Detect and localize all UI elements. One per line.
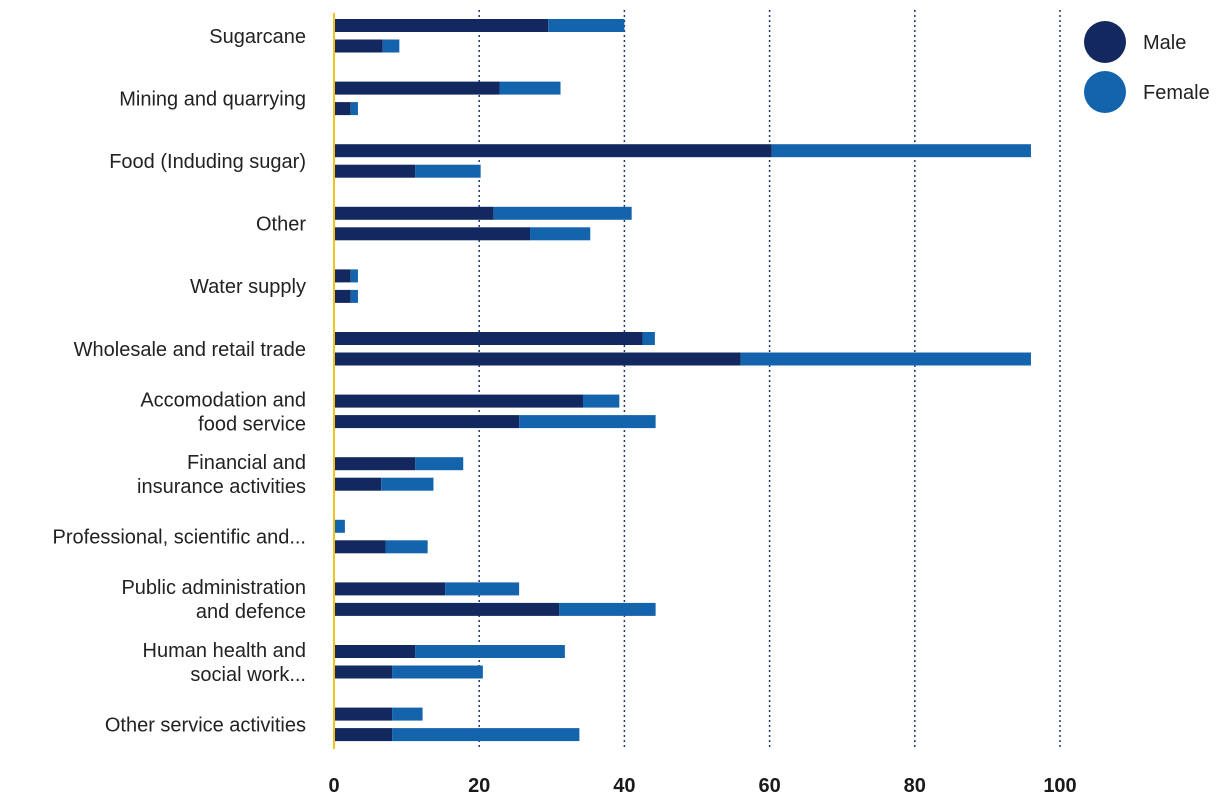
bar-male — [334, 227, 531, 241]
category-label: Other service activities — [105, 714, 306, 736]
bar-female — [445, 582, 520, 596]
bar-female — [381, 477, 434, 491]
x-tick-label: 60 — [758, 775, 780, 797]
bar-male — [334, 645, 416, 658]
bar-male — [334, 39, 383, 53]
bar-female — [392, 665, 483, 679]
category-label: insurance activities — [137, 476, 306, 498]
bar-male — [334, 540, 386, 554]
bar-male — [334, 728, 393, 742]
category-label: Wholesale and retail trade — [74, 339, 306, 361]
bar-male — [334, 582, 446, 596]
bar-female — [415, 645, 565, 658]
legend-swatch-male — [1084, 21, 1126, 63]
category-label: and defence — [196, 601, 306, 623]
bar-female — [548, 19, 625, 32]
bar-female — [559, 602, 656, 616]
category-label: Financial and — [187, 452, 306, 474]
x-tick-label: 80 — [904, 775, 926, 797]
legend-label-female: Female — [1143, 82, 1210, 104]
bar-male — [334, 102, 351, 116]
bar-female — [740, 352, 1031, 366]
bar-female — [392, 707, 423, 721]
bar-female — [493, 206, 632, 220]
bar-female — [350, 269, 358, 283]
legend-label-male: Male — [1143, 32, 1186, 54]
bar-female — [382, 39, 400, 53]
bars — [334, 19, 1031, 742]
category-label: Food (Induding sugar) — [109, 151, 306, 173]
bar-female — [642, 332, 655, 345]
bar-male — [334, 477, 382, 491]
bar-female — [583, 394, 620, 408]
bar-male — [334, 269, 351, 283]
x-tick-label: 100 — [1043, 775, 1076, 797]
category-label: Sugarcane — [209, 26, 306, 48]
x-tick-label: 40 — [613, 775, 635, 797]
bar-male — [334, 457, 416, 471]
category-label: Human health and — [143, 640, 306, 662]
category-labels: Sugarcane Mining and quarrying Food (Indud… — [53, 26, 307, 737]
category-label: Mining and quarrying — [119, 88, 306, 110]
legend: Male Female — [1084, 21, 1210, 113]
bar-female — [530, 227, 591, 241]
bar-male — [334, 665, 393, 679]
bar-male — [334, 332, 643, 345]
category-label: Other — [256, 214, 306, 236]
bar-male — [334, 415, 520, 429]
bar-male — [334, 144, 772, 158]
bar-female — [350, 289, 358, 303]
category-label: food service — [198, 413, 306, 435]
bar-female — [350, 102, 358, 116]
x-tick-labels: 0 20 40 60 80 100 — [328, 775, 1076, 797]
bar-male — [334, 707, 393, 721]
bar-female — [499, 81, 561, 95]
x-tick-label: 0 — [328, 775, 339, 797]
bar-female — [334, 519, 345, 533]
legend-swatch-female — [1084, 71, 1126, 113]
bar-male — [334, 206, 494, 220]
category-label: Water supply — [190, 276, 306, 298]
bar-female — [392, 728, 580, 742]
bar-male — [334, 352, 741, 366]
bar-female — [771, 144, 1031, 158]
bar-male — [334, 81, 500, 95]
gridlines — [478, 10, 1061, 749]
bar-male — [334, 602, 560, 616]
category-label: Professional, scientific and... — [53, 527, 306, 549]
bar-female — [415, 164, 481, 178]
bar-male — [334, 19, 549, 32]
x-tick-label: 20 — [468, 775, 490, 797]
bar-female — [385, 540, 428, 554]
bar-male — [334, 164, 416, 178]
category-label: Public administration — [121, 577, 306, 599]
category-label: Accomodation and — [140, 389, 306, 411]
bar-female — [415, 457, 464, 471]
category-label: social work... — [190, 664, 306, 686]
bar-female — [519, 415, 656, 429]
bar-male — [334, 394, 584, 408]
bar-male — [334, 289, 351, 303]
